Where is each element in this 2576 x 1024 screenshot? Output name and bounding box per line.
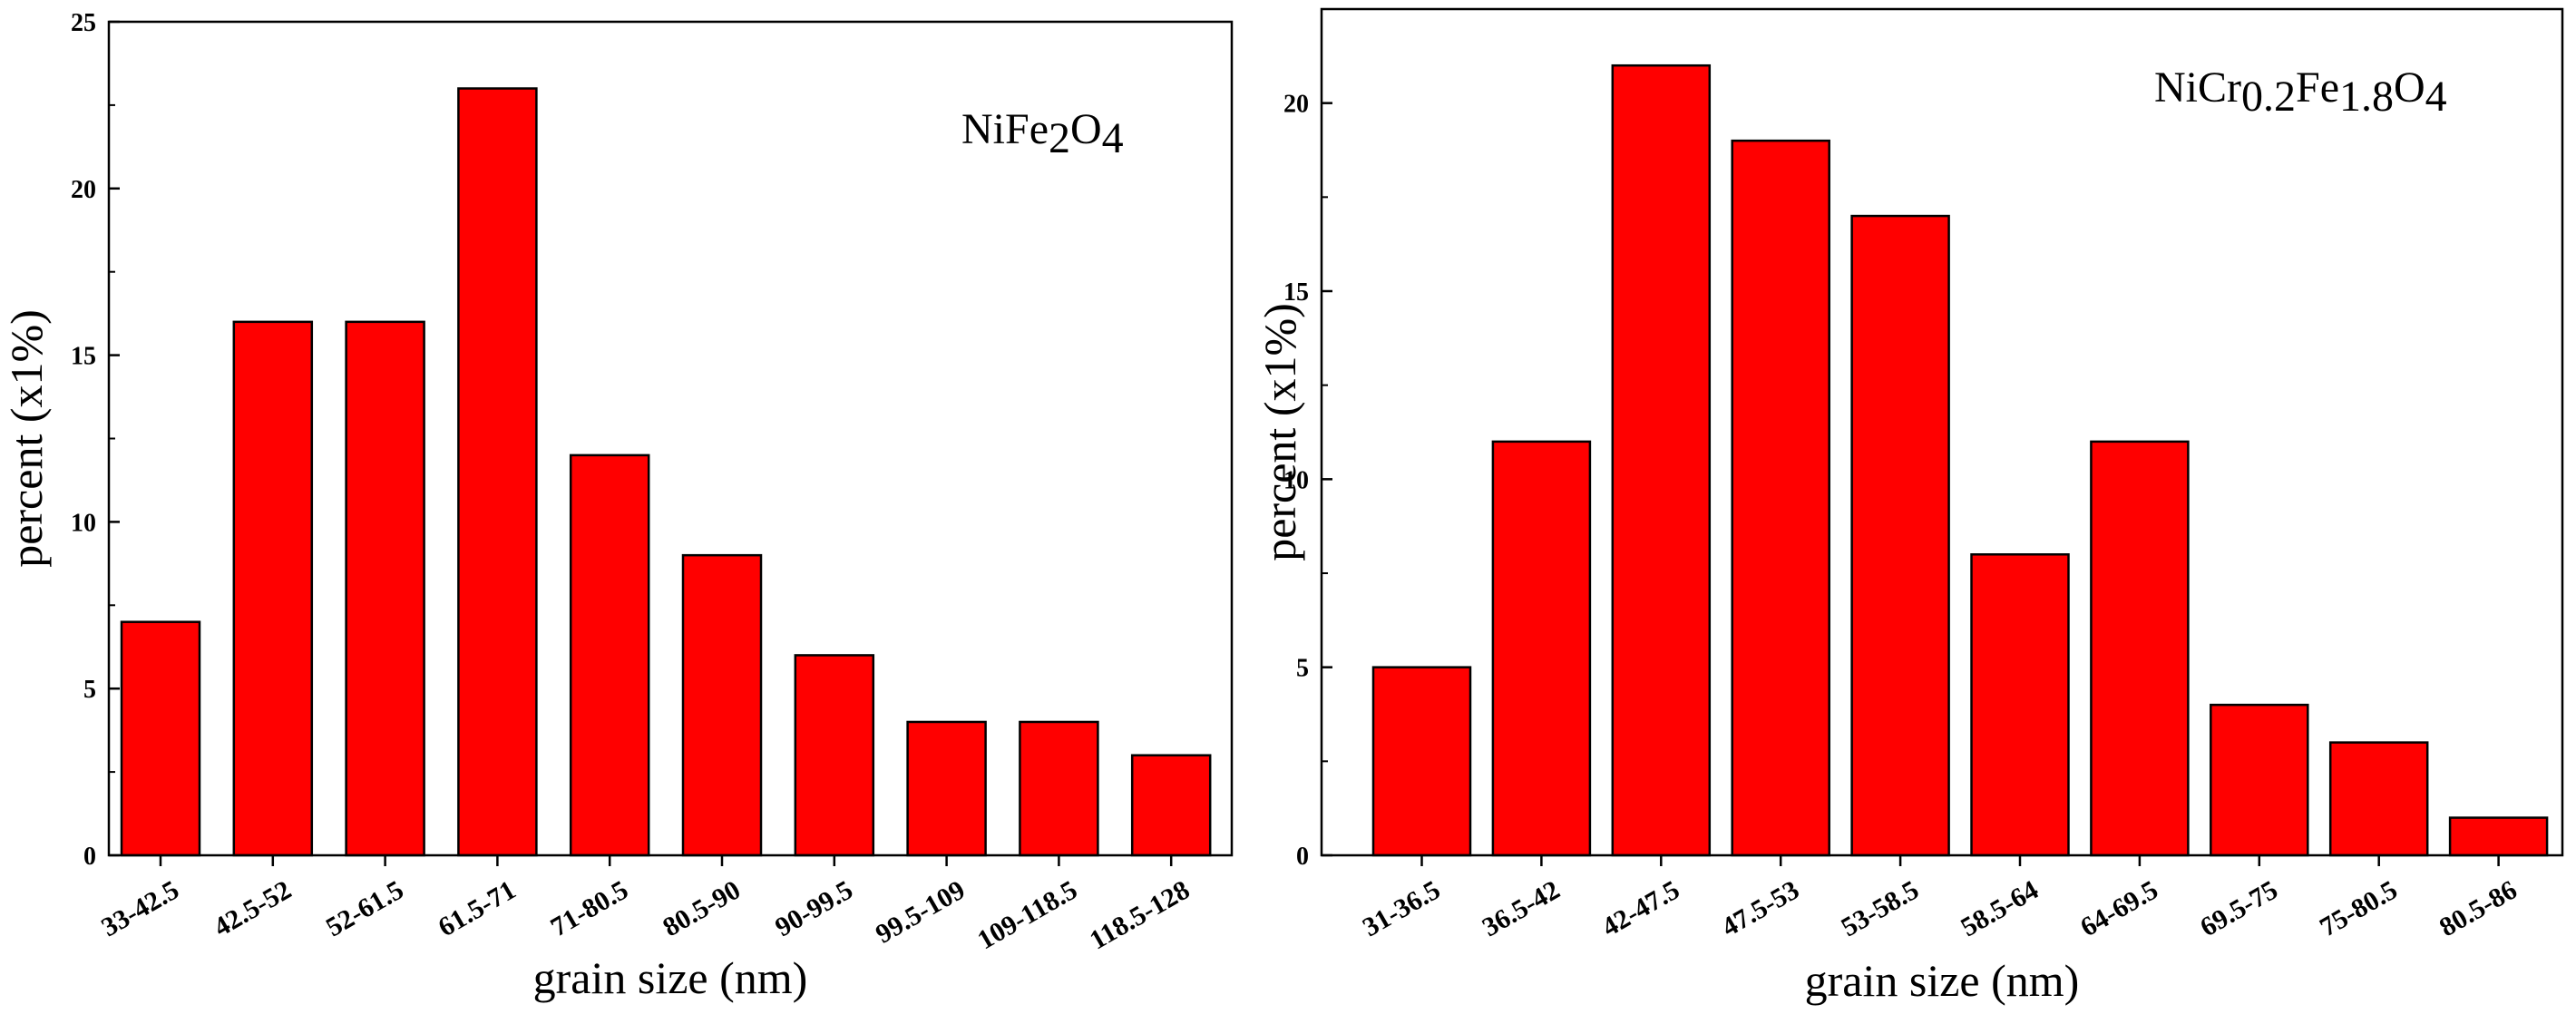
x-category-label: 31-36.5 (1358, 874, 1446, 942)
y-tick-label: 20 (1283, 91, 1309, 119)
bar (345, 320, 425, 857)
x-category-label: 64-69.5 (2075, 874, 2163, 942)
y-axis-title: percent (x1%) (1, 309, 52, 568)
x-category-label: 58.5-64 (1956, 874, 2044, 942)
x-category-label: 71-80.5 (545, 874, 633, 942)
x-category-label: 80.5-90 (658, 874, 746, 942)
bar (794, 654, 875, 857)
y-tick-label: 20 (71, 176, 96, 204)
chart-nife2o4: 0 5 10 15 20 25 33-42.5 42.5-52 52-61.5 61.5-71 71… (1, 9, 1234, 1003)
bar (232, 320, 314, 857)
bar (1970, 553, 2070, 857)
x-category-label: 118.5-128 (1085, 874, 1195, 955)
bar (1371, 666, 1472, 857)
bar (120, 620, 201, 857)
bar (457, 87, 538, 857)
y-tick-label: 10 (1283, 466, 1309, 494)
x-category-label: 75-80.5 (2315, 874, 2403, 942)
bar (569, 453, 650, 857)
formula-subscript: 1.8 (2339, 73, 2394, 121)
x-category-label: 99.5-109 (871, 874, 971, 949)
bar (2210, 703, 2309, 857)
plot-frame (1320, 7, 2564, 857)
formula-annotation: NiCr0.2Fe1.8O4 (2154, 63, 2447, 121)
x-axis-title: grain size (nm) (533, 952, 808, 1003)
x-category-label: 109-118.5 (972, 874, 1082, 955)
x-category-label: 61.5-71 (434, 874, 522, 942)
chart-nicr02fe18o4: 0 5 10 15 20 31-36.5 36.5-42 42-47.5 47.5-53 53-5… (1254, 7, 2564, 1006)
bar (2448, 816, 2549, 857)
bar (1611, 63, 1712, 857)
x-category-label: 36.5-42 (1478, 874, 1566, 942)
x-category-label: 33-42.5 (96, 874, 184, 942)
x-category-label: 53-58.5 (1836, 874, 1924, 942)
formula-subscript: 4 (1102, 114, 1124, 162)
bar (906, 720, 987, 857)
bar (1130, 754, 1212, 857)
bar (1731, 139, 1830, 857)
formula-text: O (2394, 63, 2425, 112)
formula-annotation: NiFe2O4 (961, 105, 1124, 162)
x-axis-title: grain size (nm) (1805, 955, 2080, 1006)
bar (1850, 214, 1950, 857)
bar (2090, 440, 2190, 857)
bar (1491, 440, 1592, 857)
formula-subscript: 4 (2425, 73, 2447, 121)
x-category-label: 90-99.5 (770, 874, 858, 942)
formula-subscript: 2 (1049, 114, 1070, 162)
formula-text: O (1070, 105, 1102, 153)
bar (681, 553, 763, 857)
bar (1019, 720, 1099, 857)
formula-subscript: 0.2 (2241, 73, 2296, 121)
y-tick-label: 15 (71, 343, 96, 371)
formula-text: Fe (2296, 63, 2339, 112)
x-category-label: 69.5-75 (2195, 874, 2283, 942)
formula-text: NiFe (961, 105, 1049, 153)
y-tick-label: 5 (83, 676, 96, 704)
x-category-label: 42-47.5 (1597, 874, 1685, 942)
y-tick-label: 25 (71, 9, 96, 37)
x-category-label: 52-61.5 (321, 874, 409, 942)
y-axis-title: percent (x1%) (1254, 303, 1305, 561)
y-tick-label: 5 (1296, 655, 1309, 683)
formula-text: NiCr (2154, 63, 2241, 112)
y-tick-label: 0 (1296, 843, 1309, 871)
y-tick-label: 0 (83, 843, 96, 871)
bar (2328, 741, 2429, 857)
x-category-label: 42.5-52 (209, 874, 297, 942)
y-tick-label: 15 (1283, 278, 1309, 307)
x-category-label: 80.5-86 (2435, 874, 2522, 942)
y-tick-label: 10 (71, 509, 96, 537)
x-category-label: 47.5-53 (1716, 874, 1804, 942)
